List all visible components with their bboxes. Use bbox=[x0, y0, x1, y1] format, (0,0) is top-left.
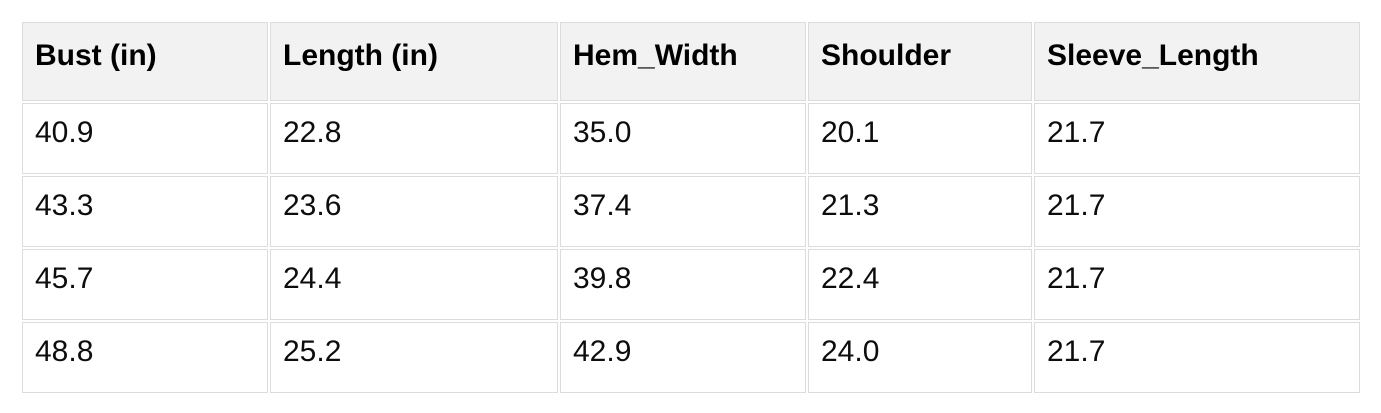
table-body: 40.9 22.8 35.0 20.1 21.7 43.3 23.6 37.4 21.3 21.7… bbox=[22, 103, 1360, 393]
table-cell: 21.7 bbox=[1034, 176, 1360, 247]
table-cell: 25.2 bbox=[270, 322, 558, 393]
table-cell: 24.4 bbox=[270, 249, 558, 320]
table-cell: 21.7 bbox=[1034, 249, 1360, 320]
table-header: Bust (in) Length (in) Hem_Width Shoulder Sle… bbox=[22, 22, 1360, 101]
table-cell: 45.7 bbox=[22, 249, 268, 320]
column-header-0: Bust (in) bbox=[22, 22, 268, 101]
table-cell: 23.6 bbox=[270, 176, 558, 247]
table-cell: 21.3 bbox=[808, 176, 1032, 247]
table-cell: 24.0 bbox=[808, 322, 1032, 393]
table-cell: 39.8 bbox=[560, 249, 806, 320]
measurements-table: Bust (in) Length (in) Hem_Width Shoulder Sle… bbox=[20, 20, 1362, 395]
table-row: 40.9 22.8 35.0 20.1 21.7 bbox=[22, 103, 1360, 174]
table-row: 43.3 23.6 37.4 21.3 21.7 bbox=[22, 176, 1360, 247]
column-header-2: Hem_Width bbox=[560, 22, 806, 101]
header-row: Bust (in) Length (in) Hem_Width Shoulder Sle… bbox=[22, 22, 1360, 101]
table-cell: 20.1 bbox=[808, 103, 1032, 174]
column-header-3: Shoulder bbox=[808, 22, 1032, 101]
table-cell: 21.7 bbox=[1034, 322, 1360, 393]
table-row: 45.7 24.4 39.8 22.4 21.7 bbox=[22, 249, 1360, 320]
table-cell: 48.8 bbox=[22, 322, 268, 393]
column-header-1: Length (in) bbox=[270, 22, 558, 101]
column-header-4: Sleeve_Length bbox=[1034, 22, 1360, 101]
table-cell: 35.0 bbox=[560, 103, 806, 174]
table-cell: 40.9 bbox=[22, 103, 268, 174]
table-row: 48.8 25.2 42.9 24.0 21.7 bbox=[22, 322, 1360, 393]
table-cell: 42.9 bbox=[560, 322, 806, 393]
table-cell: 22.8 bbox=[270, 103, 558, 174]
table-cell: 21.7 bbox=[1034, 103, 1360, 174]
table-cell: 22.4 bbox=[808, 249, 1032, 320]
table-cell: 43.3 bbox=[22, 176, 268, 247]
table-cell: 37.4 bbox=[560, 176, 806, 247]
